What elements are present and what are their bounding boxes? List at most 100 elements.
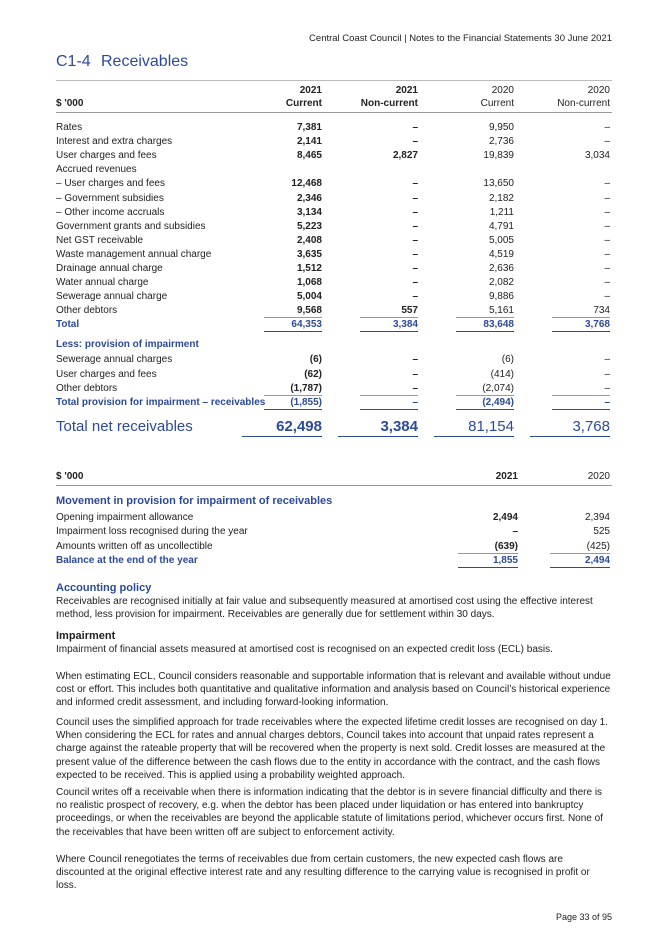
row-value: (1,787) (290, 382, 322, 394)
total-value: 83,648 (483, 319, 514, 331)
total-value: (2,494) (482, 396, 514, 408)
row-value: 7,381 (296, 122, 322, 133)
rule (530, 436, 610, 437)
row-label: Rates (56, 122, 83, 133)
row-value: – (412, 263, 418, 274)
row-value: 2,082 (488, 277, 514, 289)
column-year: 2020 (491, 85, 514, 96)
row-value: – (412, 136, 418, 148)
rule (360, 394, 418, 396)
rule (552, 317, 610, 319)
subheading: Less: provision of impairment (56, 339, 199, 351)
total-value: – (604, 396, 610, 408)
row-label: – User charges and fees (56, 178, 165, 190)
row-value: – (412, 368, 418, 380)
row-value: – (412, 234, 418, 246)
row-value: 5,005 (488, 234, 514, 246)
row-label: Impairment loss recognised during the ye… (56, 526, 248, 538)
section-heading: Impairment (56, 630, 116, 642)
row-label: User charges and fees (56, 150, 157, 162)
row-label: Amounts written off as uncollectible (56, 540, 213, 552)
row-value: 1,512 (296, 263, 322, 274)
row-label: – Government subsidies (56, 192, 164, 204)
section-title: Receivables (101, 53, 189, 70)
row-value: 2,408 (296, 234, 322, 246)
rule (264, 394, 322, 396)
row-value: 4,791 (488, 220, 514, 232)
rule (56, 112, 612, 113)
row-label: Other debtors (56, 382, 118, 394)
rule (552, 331, 610, 333)
total-value: – (412, 396, 418, 408)
row-label: – Other income accruals (56, 206, 165, 218)
row-value: – (604, 291, 610, 303)
page-number: Page 33 of 95 (555, 912, 612, 922)
row-label: Opening impairment allowance (56, 512, 194, 523)
row-value: 8,465 (296, 150, 322, 162)
total-value: (1,855) (290, 396, 322, 408)
row-value: – (412, 291, 418, 303)
row-label: Sewerage annual charge (56, 291, 168, 303)
row-value: (6) (501, 354, 514, 366)
rule (550, 552, 610, 554)
row-value: – (412, 192, 418, 204)
row-value: – (512, 526, 518, 538)
row-value: 9,886 (488, 291, 514, 303)
row-value: 1,068 (296, 277, 322, 289)
paragraph: Council uses the simplified approach for… (56, 717, 608, 781)
row-value: – (604, 354, 610, 366)
row-label: Other debtors (56, 305, 118, 317)
row-value: 5,004 (296, 291, 322, 303)
total-value: 3,384 (392, 319, 418, 331)
row-value: 2,827 (392, 150, 418, 162)
rule (242, 436, 322, 437)
row-label: Water annual charge (56, 277, 149, 289)
column-year: 2020 (587, 471, 610, 482)
rule (264, 408, 322, 410)
rule (56, 485, 612, 486)
row-value: (414) (490, 368, 514, 380)
row-value: – (412, 382, 418, 394)
row-value: – (412, 220, 418, 232)
rule (360, 317, 418, 319)
rule (360, 408, 418, 410)
column-year: 2021 (395, 85, 418, 96)
row-value: 2,394 (584, 512, 610, 523)
total-label: Total (56, 319, 80, 331)
subheading: Movement in provision for impairment of … (56, 495, 333, 507)
row-value: 2,494 (492, 512, 518, 523)
row-value: 3,134 (296, 206, 322, 218)
paragraph: When estimating ECL, Council considers r… (56, 671, 611, 709)
rule (552, 408, 610, 410)
column-label: Current (480, 98, 514, 109)
row-value: – (412, 248, 418, 260)
row-value: 4,519 (488, 248, 514, 260)
row-value: – (412, 178, 418, 190)
rule (458, 552, 518, 554)
net-total-value: 3,384 (380, 418, 418, 435)
row-label: Government grants and subsidies (56, 220, 206, 232)
row-value: – (412, 206, 418, 218)
rule (56, 80, 612, 81)
row-value: 3,034 (584, 150, 610, 162)
running-title: Central Coast Council | Notes to the Fin… (309, 33, 612, 44)
row-value: (62) (304, 368, 322, 380)
row-value: (425) (586, 540, 610, 552)
row-label: Sewerage annual charges (56, 354, 173, 366)
row-value: – (604, 234, 610, 246)
rule (456, 408, 514, 410)
row-value: 734 (593, 305, 610, 317)
total-label: Total provision for impairment – receiva… (56, 396, 266, 408)
column-year: 2021 (495, 471, 518, 482)
total-value: 3,768 (584, 319, 610, 331)
row-value: (6) (309, 354, 322, 366)
row-value: 2,141 (296, 136, 322, 148)
row-value: 2,636 (488, 263, 514, 274)
row-value: – (604, 192, 610, 204)
rule (264, 317, 322, 319)
row-value: – (604, 136, 610, 148)
row-label: Accrued revenues (56, 164, 137, 176)
net-total-value: 62,498 (276, 418, 322, 435)
rule (550, 566, 610, 568)
